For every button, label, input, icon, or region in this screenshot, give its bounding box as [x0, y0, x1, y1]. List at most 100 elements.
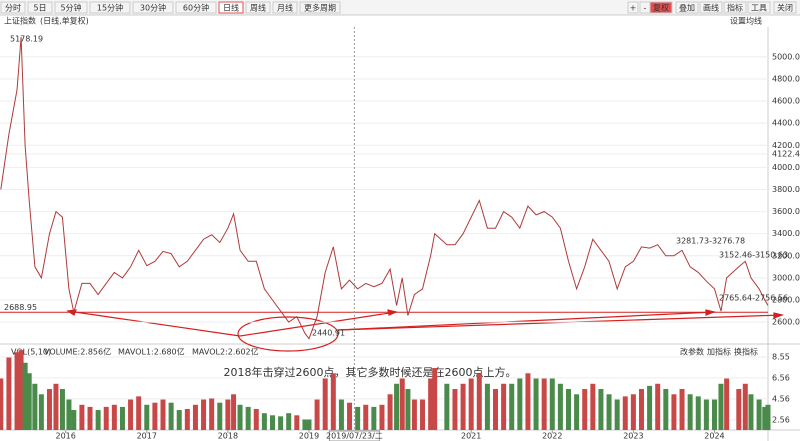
tool-button[interactable]: [649, 1, 673, 14]
y-tick-label: 4200.00: [772, 141, 800, 150]
volume-bar: [525, 373, 531, 430]
tool-button[interactable]: [627, 1, 639, 14]
x-tick-label: 2021: [461, 432, 481, 441]
period-label: 更多周期: [304, 3, 336, 13]
period-tab[interactable]: [89, 1, 131, 14]
tool-label: 画线: [703, 3, 719, 13]
volume-bar: [269, 415, 275, 430]
volume-bar: [237, 404, 243, 430]
x-tick-label: 2016: [56, 432, 76, 441]
volume-bar: [614, 399, 620, 430]
volume-bar: [0, 378, 4, 430]
tool-button[interactable]: [747, 1, 771, 14]
cursor-box: [328, 430, 380, 441]
volume-bar: [411, 399, 417, 430]
period-tab[interactable]: [299, 1, 341, 14]
volume-bar: [399, 378, 405, 430]
volume-bar: [225, 399, 231, 430]
volume-bar: [18, 350, 24, 430]
volume-bar: [322, 378, 328, 430]
volume-bar: [46, 389, 52, 430]
volume-bar: [687, 394, 693, 430]
volume-bar: [302, 419, 308, 430]
tool-button[interactable]: [723, 1, 747, 14]
ma-setting[interactable]: 设置均线: [730, 16, 762, 26]
volume-bar: [598, 389, 604, 430]
volume-bar: [59, 389, 65, 430]
x-tick-label: 2024: [704, 432, 724, 441]
volume-bar: [647, 385, 653, 430]
period-tab[interactable]: [27, 1, 53, 14]
period-tab[interactable]: [175, 1, 217, 14]
x-tick-label: 2023: [623, 432, 643, 441]
volume-bar: [517, 378, 523, 430]
y-tick-label: 3800.00: [772, 185, 800, 194]
period-tab[interactable]: [218, 1, 244, 14]
volume-bar: [111, 404, 117, 430]
y-tick-label: 4122.47: [772, 149, 800, 158]
volume-bar: [703, 399, 709, 430]
y-tick-label: 3400.00: [772, 229, 800, 238]
tool-button[interactable]: [675, 1, 699, 14]
period-label: 月线: [277, 3, 293, 13]
volume-bar: [638, 389, 644, 430]
tool-button[interactable]: [773, 1, 797, 14]
volume-bar: [718, 383, 724, 430]
period-label: 30分钟: [140, 3, 166, 13]
volume-bar: [231, 394, 237, 430]
volume-bar: [711, 399, 717, 430]
panel-button[interactable]: 改参数: [680, 347, 704, 357]
arrow: [337, 311, 715, 331]
period-tab[interactable]: [132, 1, 174, 14]
period-tab[interactable]: [245, 1, 271, 14]
volume-bar: [217, 402, 223, 430]
tool-label: 关闭: [777, 3, 793, 13]
indicator-label: VOLUME:2.856亿: [44, 347, 111, 357]
panel-button[interactable]: 换指标: [734, 347, 758, 357]
volume-bar: [286, 413, 292, 430]
reference-label: 2688.95: [4, 303, 37, 312]
volume-bar: [428, 378, 434, 430]
volume-bar: [87, 406, 93, 430]
volume-bar: [95, 410, 101, 430]
volume-bar: [278, 416, 284, 430]
y-tick-label: 8.55: [772, 352, 790, 361]
price-annotation: 5178.19: [10, 35, 43, 44]
tool-button[interactable]: [699, 1, 723, 14]
volume-bar: [476, 373, 482, 430]
volume-bar: [192, 404, 198, 430]
volume-bar: [533, 378, 539, 430]
tool-label: +: [630, 4, 637, 13]
price-annotation: 3281.73-3276.78: [676, 237, 745, 246]
volume-bar: [582, 389, 588, 430]
volume-bar: [128, 399, 134, 430]
price-annotation: 2765.64-2756.56: [719, 294, 788, 303]
volume-bar: [66, 399, 72, 430]
y-tick-label: 6.56: [772, 373, 790, 382]
volume-bar: [394, 383, 400, 430]
volume-bar: [14, 352, 20, 430]
y-tick-label: 3600.00: [772, 207, 800, 216]
period-tab[interactable]: [0, 1, 26, 14]
volume-bar: [460, 383, 466, 430]
volume-bar: [736, 389, 742, 430]
volume-bar: [420, 399, 426, 430]
y-tick-label: 2.56: [772, 415, 790, 424]
volume-bar: [176, 410, 182, 430]
panel-button[interactable]: 加指标: [707, 347, 731, 357]
volume-bar: [541, 378, 547, 430]
volume-bar: [762, 406, 768, 430]
y-tick-label: 4000.00: [772, 163, 800, 172]
period-label: 周线: [250, 3, 266, 13]
volume-bar: [630, 394, 636, 430]
volume-bar: [655, 383, 661, 430]
y-tick-label: 4800.00: [772, 74, 800, 83]
y-tick-label: 3200.00: [772, 251, 800, 260]
volume-bar: [484, 383, 490, 430]
period-tab[interactable]: [272, 1, 298, 14]
indicator-label: MAVOL1:2.680亿: [118, 347, 185, 357]
volume-bar: [103, 406, 109, 430]
period-tab[interactable]: [54, 1, 88, 14]
period-label: 5分钟: [60, 3, 81, 13]
volume-bar: [493, 389, 499, 430]
